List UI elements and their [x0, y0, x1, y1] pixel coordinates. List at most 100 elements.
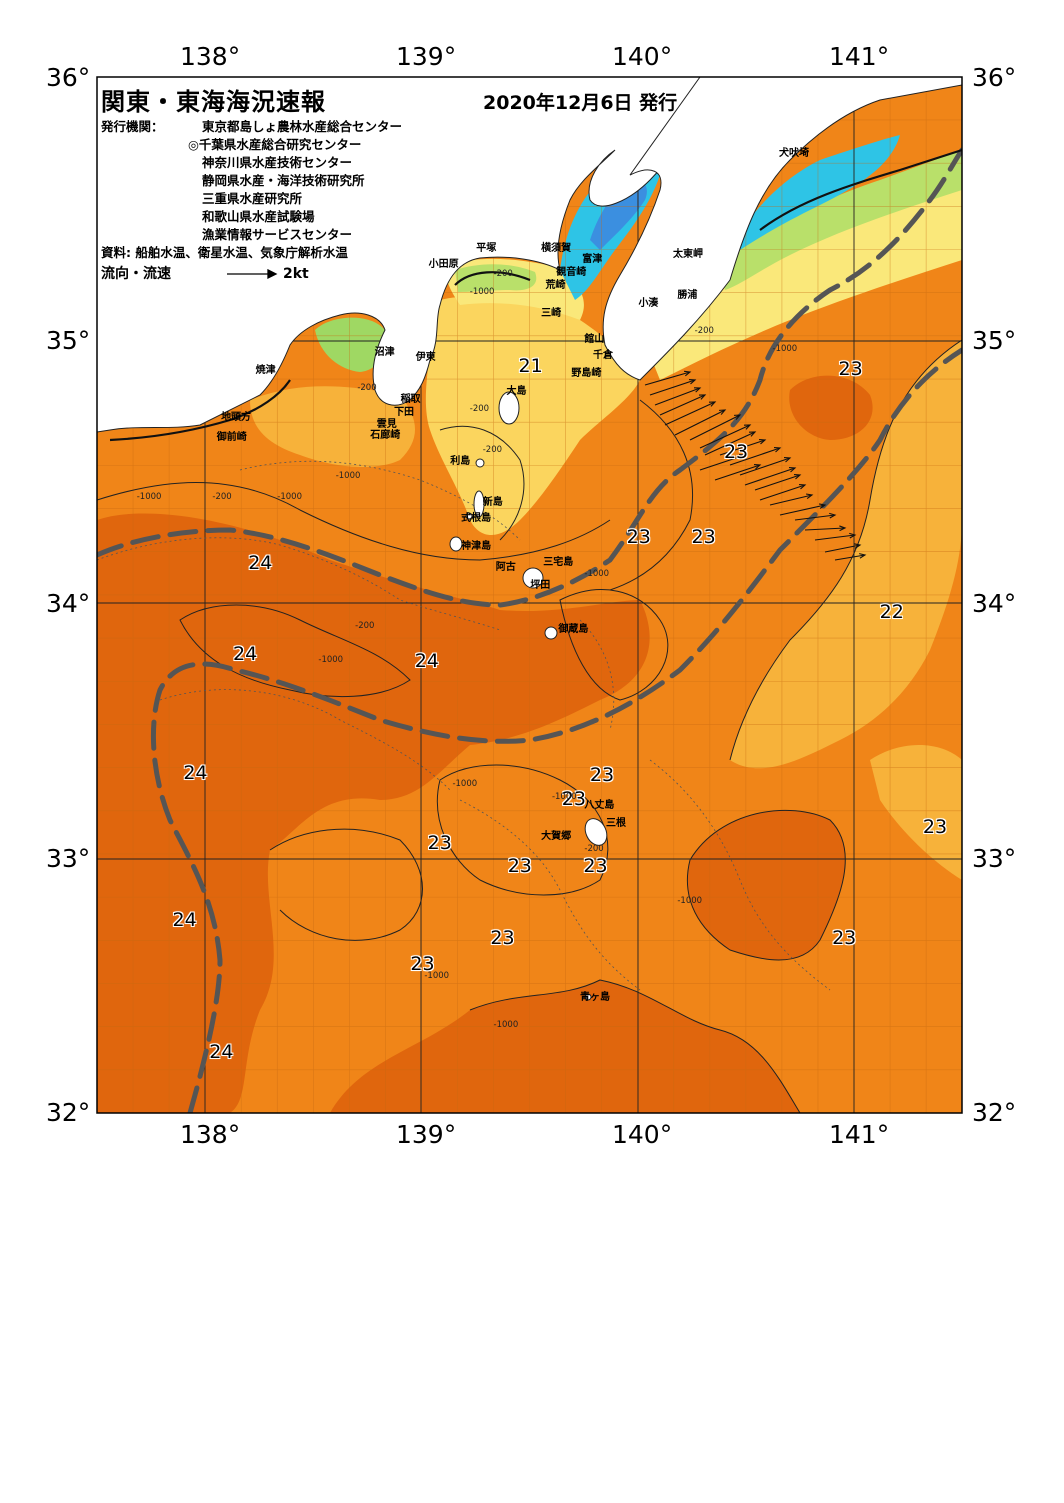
place-name-label: 大賀郷: [541, 831, 572, 843]
current-arrow: [729, 447, 782, 466]
island-shikinejima: [465, 512, 473, 520]
depth-label: -200: [355, 621, 375, 632]
place-name-label: 焼津: [255, 365, 276, 377]
lat-tick-right-36: 36°: [972, 63, 1017, 92]
depth-label: -1000: [772, 343, 798, 354]
lon-tick-top-139: 139°: [396, 42, 457, 71]
current-arrow: [699, 453, 747, 471]
place-name-label: 下田: [394, 406, 415, 418]
lat-tick-left-36: 36°: [46, 63, 91, 92]
flow-scale-arrow: [227, 268, 278, 280]
place-name-label: 御前崎: [216, 432, 247, 444]
island-oshima: [498, 391, 520, 425]
depth-label: -200: [357, 382, 377, 393]
current-arrow: [659, 394, 707, 416]
sst-22-region: [730, 340, 962, 769]
temperature-label: 24: [209, 1041, 234, 1064]
temperature-label: 23: [561, 787, 586, 810]
temperature-label: 23: [838, 357, 863, 380]
flow-legend-scale: 2kt: [283, 266, 309, 282]
place-name-label: 野島崎: [571, 367, 602, 379]
island-aogashima: [584, 993, 592, 1001]
issuer-item: ◎千葉県水産総合研究センター: [188, 137, 362, 152]
temperature-label: 23: [507, 854, 532, 877]
temperature-label: 23: [427, 831, 452, 854]
current-arrow: [649, 378, 697, 396]
temperature-label: 22: [879, 601, 904, 624]
current-arrow: [804, 525, 847, 532]
tokyo-bay-blue: [590, 179, 647, 250]
issuer-item: 三重県水産研究所: [202, 191, 303, 206]
temperature-label: 24: [233, 642, 258, 665]
depth-label: -200: [694, 325, 714, 336]
issuer-list: 東京都島しょ農林水産総合センター ◎千葉県水産総合研究センター 神奈川県水産技術…: [188, 118, 402, 244]
issue-date: 2020年12月6日 発行: [483, 92, 678, 114]
place-name-label: 青ヶ島: [580, 991, 611, 1003]
place-name-label: 千倉: [593, 349, 614, 361]
sst-21-region: [425, 296, 640, 535]
place-name-label: 式根島: [461, 512, 492, 524]
lon-tick-bottom-141: 141°: [829, 1120, 890, 1149]
temperature-label: 23: [922, 816, 948, 839]
sst-24-region-east: [687, 810, 846, 960]
coastal-isobath: [109, 148, 962, 442]
place-name-label: 館山: [584, 334, 605, 345]
depth-label: -1000: [493, 1019, 519, 1030]
sst-24-region-northeast: [789, 375, 873, 440]
place-name-label: 伊東: [415, 352, 436, 364]
boso-cyan-band: [735, 135, 900, 250]
place-name-label: 阿古: [495, 561, 516, 573]
current-arrow: [719, 438, 767, 456]
place-name-label: 小湊: [638, 297, 659, 309]
place-name-label: 新島: [482, 497, 503, 509]
lat-tick-left-33: 33°: [46, 844, 91, 873]
current-arrow: [834, 553, 867, 561]
lat-tick-right-34: 34°: [972, 589, 1017, 618]
depth-label: -1000: [551, 792, 577, 803]
place-name-label: 沼津: [374, 346, 395, 358]
land-honshu-west: [97, 77, 701, 433]
island-toshima: [475, 458, 485, 468]
temperature-label: 23: [691, 526, 716, 549]
place-name-label: 石廊崎: [370, 429, 401, 441]
place-name-label: 八丈島: [584, 800, 615, 812]
temperature-label: 23: [832, 927, 857, 950]
current-arrows: [644, 370, 867, 561]
issuer-item: 神奈川県水産技術センター: [202, 155, 353, 170]
land-boso: [602, 77, 962, 381]
depth-label: -1000: [677, 895, 703, 906]
lon-tick-top-141: 141°: [829, 42, 890, 71]
place-name-label: 平塚: [476, 243, 497, 255]
current-arrow: [714, 463, 762, 481]
issuer-item: 漁業情報サービスセンター: [202, 227, 353, 242]
depth-label: -1000: [469, 286, 495, 297]
place-name-label: 犬吠埼: [779, 147, 809, 159]
coastal-green-band: [455, 264, 537, 292]
depth-label: -1000: [277, 491, 302, 502]
sst-24-region-west: [97, 513, 650, 1113]
boso-green-band: [720, 150, 962, 290]
current-arrow: [664, 401, 717, 426]
depth-label: -1000: [136, 491, 162, 502]
sst-22-region-lower: [870, 745, 962, 880]
lat-tick-right-32: 32°: [972, 1098, 1017, 1127]
current-arrow: [824, 543, 862, 553]
kuroshio-axis: [97, 147, 962, 1113]
current-arrow: [769, 493, 814, 506]
lon-tick-top-138: 138°: [180, 42, 241, 71]
place-name-label: 坪田: [530, 580, 551, 592]
depth-label: -1000: [318, 654, 344, 665]
suruga-green: [315, 317, 387, 372]
map-title: 関東・東海海況速報: [101, 88, 326, 116]
temperature-label: 23: [723, 440, 749, 463]
place-name-label: 御蔵島: [558, 624, 589, 636]
data-sources: 資料: 船舶水温、衛星水温、気象庁解析水温: [101, 245, 348, 260]
depth-label: -1000: [335, 470, 361, 481]
current-arrow: [744, 467, 797, 486]
bathymetry-contours: [97, 460, 831, 991]
current-arrow: [644, 370, 692, 386]
current-arrow: [699, 424, 752, 449]
temperature-label: 24: [248, 551, 273, 574]
temperature-label: 23: [490, 927, 515, 950]
place-name-label: 三宅島: [543, 556, 574, 568]
